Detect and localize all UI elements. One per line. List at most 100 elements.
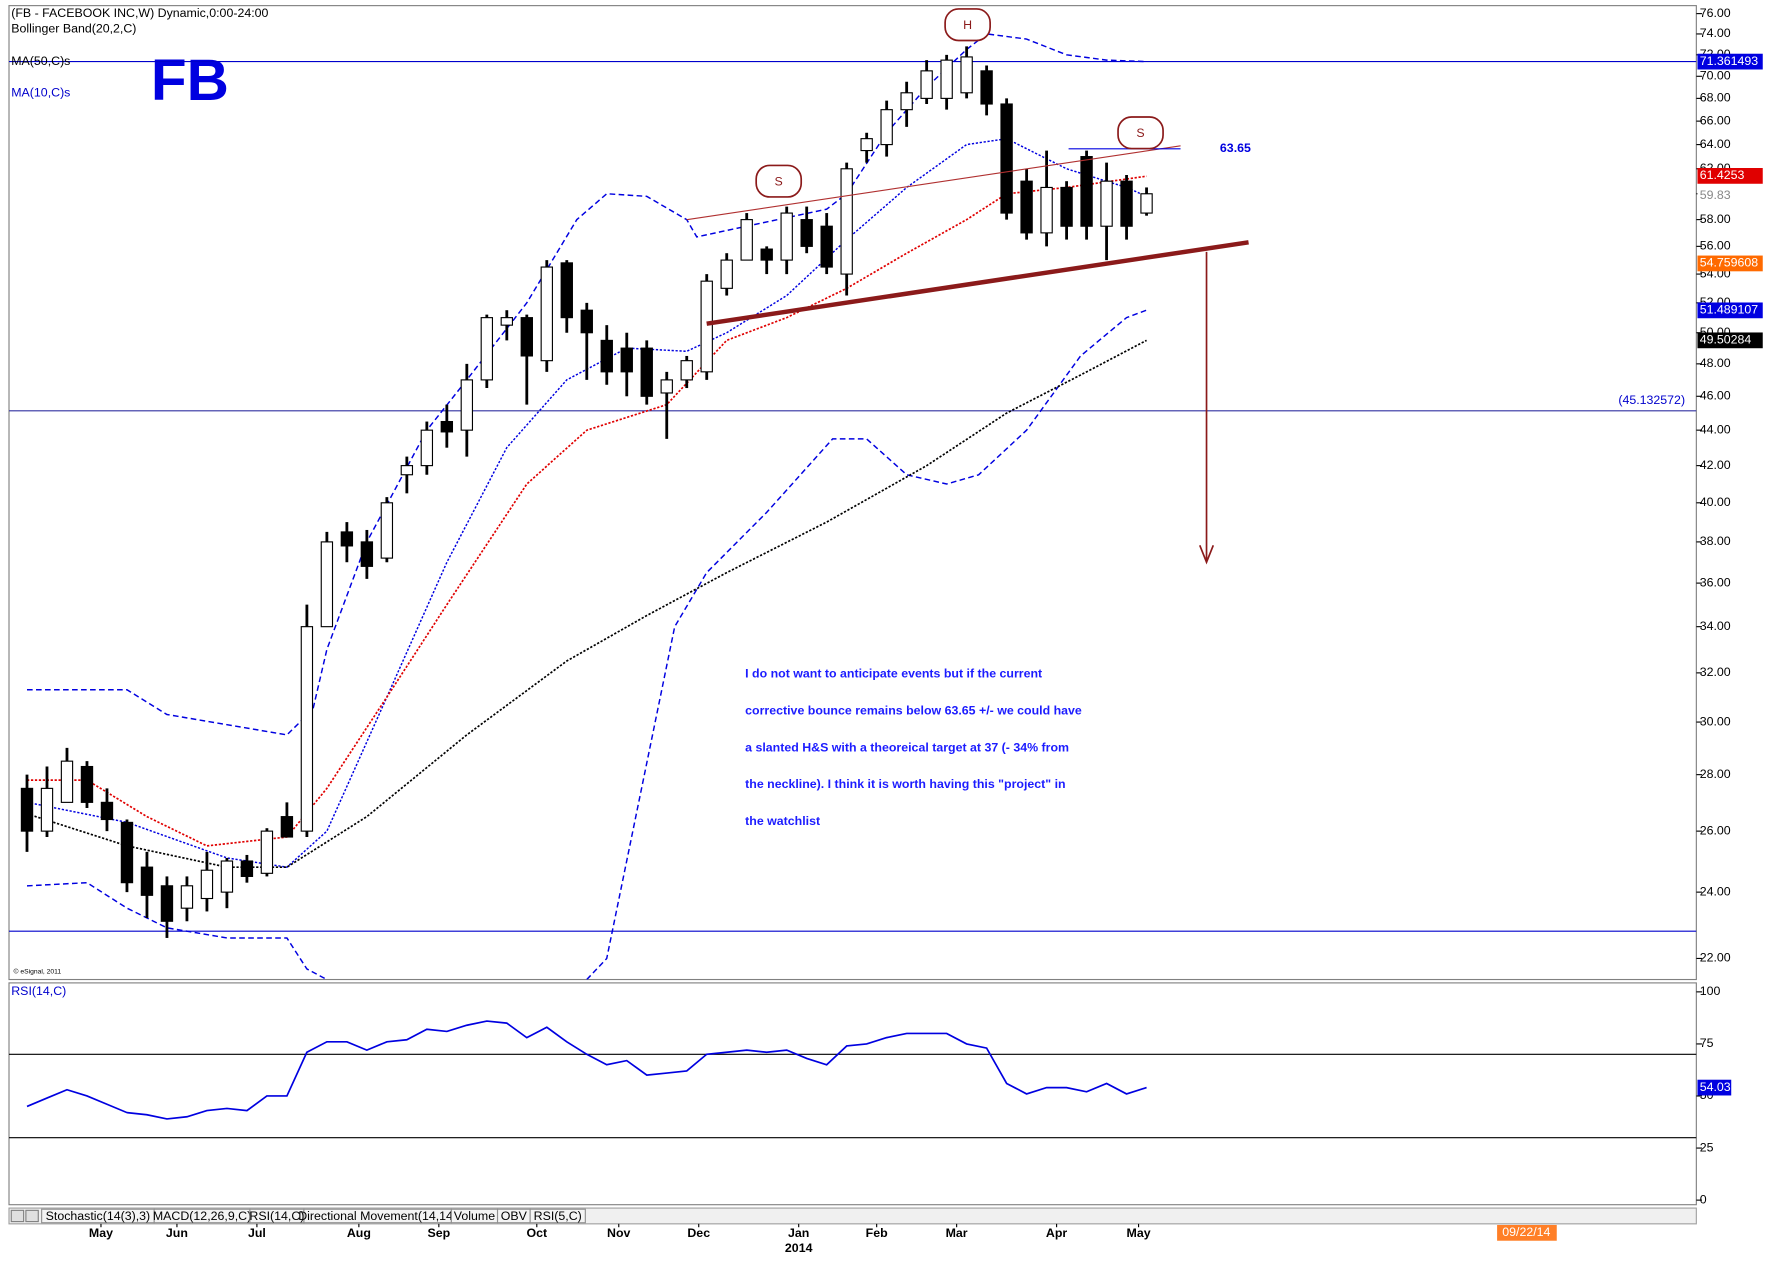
candle-body: [260, 830, 274, 874]
indicator-tab-label[interactable]: Volume: [454, 1209, 495, 1223]
candle-body: [360, 541, 374, 567]
indicator-tab-label[interactable]: RSI(14,C): [249, 1209, 304, 1223]
x-tick-label: May: [1127, 1226, 1151, 1240]
rsi-tick-label: 100: [1700, 984, 1721, 998]
candle-body: [800, 219, 813, 247]
candle-body: [620, 347, 633, 373]
y-tick-label: 40.00: [1700, 495, 1731, 509]
price-label-box: [1697, 332, 1763, 349]
y-tick-label: 66.00: [1700, 113, 1731, 127]
pattern-label: S: [1136, 126, 1144, 140]
price-label-box: [1697, 168, 1763, 184]
candle-body: [520, 317, 533, 357]
annotation-line: the neckline). I think it is worth havin…: [745, 777, 1065, 791]
y-tick-label: 76.00: [1700, 6, 1731, 20]
candle-body: [700, 280, 713, 373]
price-label: 59.83: [1700, 188, 1731, 202]
x-tick-label: Sep: [427, 1226, 450, 1240]
candle-body: [960, 56, 973, 94]
legend-entry: MA(50,C)s: [11, 54, 70, 68]
candle-body: [480, 317, 494, 381]
candle-body: [440, 420, 454, 433]
rsi-value-label: 54.03: [1700, 1080, 1731, 1094]
candle-body: [320, 541, 334, 628]
price-label-box: [1697, 188, 1763, 204]
candle-body: [460, 379, 474, 431]
candle-body: [400, 465, 414, 476]
price-plot: [9, 33, 1697, 980]
rsi-tick-label: 0: [1700, 1192, 1707, 1206]
price-label: 54.759608: [1700, 256, 1759, 270]
indicator-tab-label[interactable]: Stochastic(14(3),3): [46, 1209, 151, 1223]
indicator-tab-label[interactable]: RSI(5,C): [534, 1209, 582, 1223]
candle-body: [860, 138, 873, 152]
candle-body: [880, 109, 893, 146]
candle-body: [220, 860, 234, 893]
price-label-box: [1697, 255, 1763, 272]
indicator-tab-label[interactable]: Directional Movement(14,14): [298, 1209, 457, 1223]
pattern-badge: [755, 164, 803, 198]
candle-body: [840, 168, 853, 275]
x-tick-label: Feb: [866, 1226, 888, 1240]
arrow-head: [1198, 545, 1215, 565]
x-tick-label: Jan: [788, 1226, 809, 1240]
scroll-left[interactable]: [10, 1209, 25, 1223]
candle-body: [580, 309, 593, 334]
candle-body: [280, 816, 294, 838]
candle-body: [1060, 186, 1073, 227]
candle-body: [420, 429, 434, 467]
candle-body: [80, 765, 94, 803]
candle-body: [540, 266, 553, 362]
candle-body: [180, 885, 194, 909]
date-box-label: 09/22/14: [1502, 1225, 1550, 1239]
candle-body: [1000, 103, 1013, 214]
rsi-title: RSI(14,C): [11, 984, 66, 998]
x-tick-label: Jun: [166, 1226, 188, 1240]
candle-body: [1140, 193, 1153, 214]
candle-body: [380, 502, 394, 559]
moving-average: [27, 175, 1147, 847]
indicator-tab-label[interactable]: MACD(12,26,9,C): [153, 1209, 251, 1223]
annotation-line: a slanted H&S with a theoreical target a…: [745, 740, 1069, 754]
y-tick-label: 30.00: [1700, 714, 1731, 728]
price-label: 51.489107: [1700, 303, 1759, 317]
y-tick-label: 56.00: [1700, 239, 1731, 253]
candle-body: [560, 262, 573, 319]
y-tick-label: 36.00: [1700, 575, 1731, 589]
x-tick-label: Jul: [248, 1226, 266, 1240]
y-tick-label: 48.00: [1700, 356, 1731, 370]
candle-body: [720, 259, 733, 289]
moving-average: [26, 339, 1147, 869]
x-tick-label: May: [89, 1226, 113, 1240]
y-tick-label: 68.00: [1700, 91, 1731, 105]
y-tick-label: 34.00: [1700, 619, 1731, 633]
pattern-label: H: [963, 18, 972, 32]
annotation-line: corrective bounce remains below 63.65 +/…: [745, 703, 1082, 717]
indicator-tab-label[interactable]: OBV: [501, 1209, 528, 1223]
y-tick-label: 22.00: [1700, 951, 1731, 965]
x-tick-label: Apr: [1046, 1226, 1067, 1240]
candle-body: [1100, 180, 1113, 227]
bollinger-line: [26, 137, 1147, 868]
y-tick-label: 28.00: [1700, 767, 1731, 781]
candle-body: [640, 347, 653, 397]
candle-body: [140, 866, 154, 896]
copyright: © eSignal, 2011: [14, 967, 62, 975]
date-box: [1497, 1224, 1557, 1241]
band-legend: Bollinger Band(20,2,C): [11, 22, 136, 36]
y-tick-label: 44.00: [1700, 422, 1731, 436]
y-tick-label: 42.00: [1700, 458, 1731, 472]
price-label: 61.4253: [1700, 168, 1745, 182]
y-tick-label: 74.00: [1700, 26, 1731, 40]
scroll-right[interactable]: [25, 1209, 39, 1223]
candle-body: [120, 821, 134, 884]
candle-body: [900, 92, 913, 111]
candle-body: [1020, 180, 1033, 234]
indicator-tab[interactable]: [529, 1208, 586, 1224]
candle-body: [680, 360, 693, 381]
candle-body: [740, 219, 753, 261]
y-tick-label: 26.00: [1700, 823, 1731, 837]
x-tick-label: Nov: [607, 1226, 630, 1240]
pattern-badge: [944, 8, 991, 42]
